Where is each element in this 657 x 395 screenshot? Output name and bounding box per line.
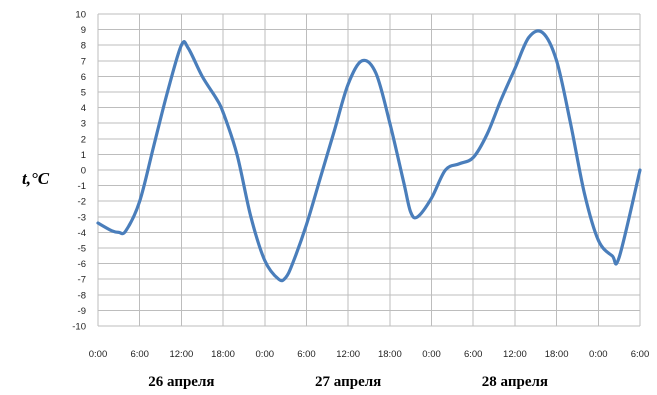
y-tick-label: 1 (81, 150, 86, 161)
x-tick-label: 0:00 (256, 349, 275, 360)
y-tick-label: 6 (81, 72, 86, 83)
day-label: 26 апреля (148, 374, 214, 390)
day-label: 28 апреля (482, 374, 548, 390)
temperature-line (96, 29, 642, 283)
x-tick-label: 0:00 (422, 349, 441, 360)
y-tick-label: -5 (78, 244, 86, 255)
y-tick-label: -1 (78, 181, 86, 192)
x-tick-label: 12:00 (336, 349, 360, 360)
x-axis-ticks: 0:00 6:00 12:00 18:00 0:00 6:00 12:00 18:00 0:00… (89, 349, 650, 360)
y-tick-label: 7 (81, 56, 86, 67)
x-tick-label: 6:00 (130, 349, 149, 360)
x-tick-label: 6:00 (297, 349, 316, 360)
x-tick-label: 12:00 (169, 349, 193, 360)
y-tick-label: 10 (75, 10, 86, 21)
x-tick-label: 18:00 (211, 349, 235, 360)
day-labels: 26 апреля 27 апреля 28 апреля (148, 374, 548, 390)
y-tick-label: 8 (81, 41, 86, 52)
y-tick-label: 4 (81, 103, 86, 114)
y-tick-label: 5 (81, 88, 86, 99)
x-tick-label: 18:00 (378, 349, 402, 360)
x-tick-label: 12:00 (503, 349, 527, 360)
y-tick-label: -9 (78, 306, 86, 317)
y-tick-label: 2 (81, 134, 86, 145)
y-tick-label: -7 (78, 275, 86, 286)
y-tick-label: -10 (72, 322, 86, 333)
y-tick-label: -2 (78, 197, 86, 208)
y-tick-label: -4 (78, 228, 86, 239)
y-tick-label: 0 (81, 166, 86, 177)
x-tick-label: 0:00 (589, 349, 608, 360)
x-tick-label: 6:00 (464, 349, 483, 360)
y-tick-label: -8 (78, 290, 86, 301)
y-tick-label: 3 (81, 119, 86, 130)
y-tick-label: -3 (78, 212, 86, 223)
y-tick-label: 9 (81, 25, 86, 36)
x-tick-label: 6:00 (631, 349, 650, 360)
x-tick-label: 18:00 (545, 349, 569, 360)
y-tick-label: -6 (78, 259, 86, 270)
day-label: 27 апреля (315, 374, 381, 390)
y-axis-label: t,°C (22, 169, 50, 188)
x-tick-label: 0:00 (89, 349, 108, 360)
